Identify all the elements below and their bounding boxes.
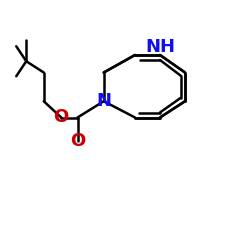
Text: N: N — [96, 92, 111, 110]
Text: NH: NH — [145, 38, 175, 56]
Text: O: O — [70, 132, 85, 150]
Text: O: O — [54, 108, 69, 126]
